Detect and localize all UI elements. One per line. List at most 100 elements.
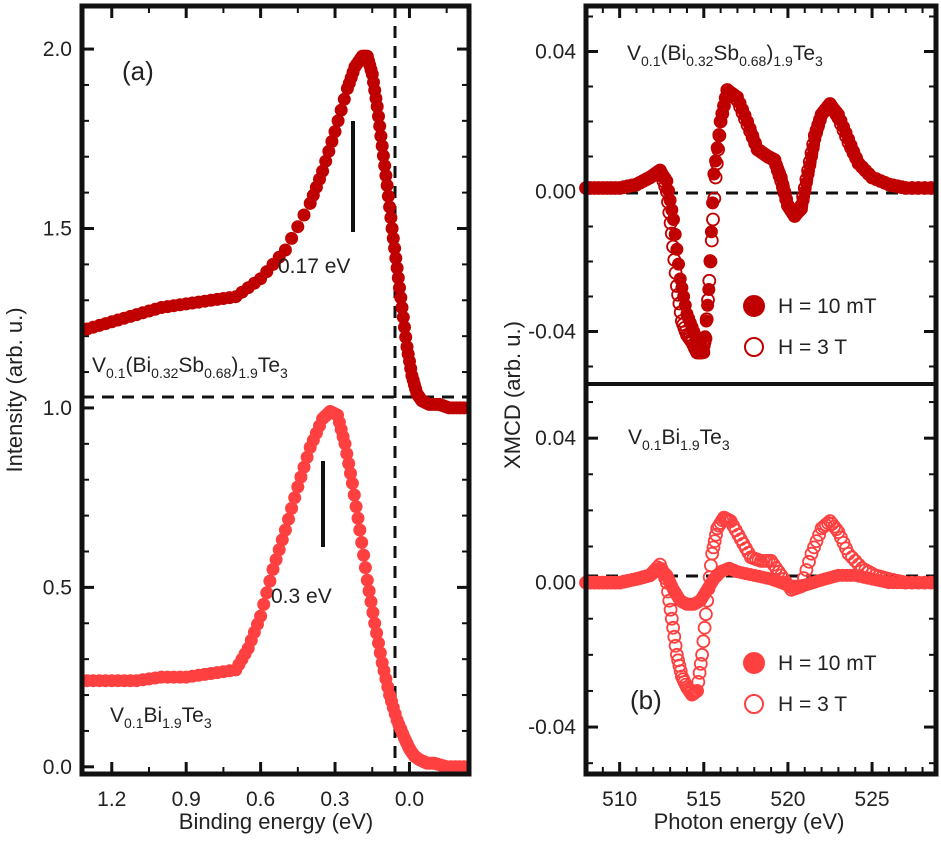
data-point bbox=[254, 609, 268, 623]
data-point bbox=[661, 584, 675, 599]
data-point bbox=[338, 437, 352, 451]
data-point bbox=[663, 216, 678, 230]
formula-part: V bbox=[92, 354, 106, 377]
data-point bbox=[388, 241, 402, 255]
data-point bbox=[288, 491, 302, 505]
data-point bbox=[799, 172, 814, 187]
panel-b-y-tick-label: 0.00 bbox=[535, 572, 576, 595]
data-point bbox=[659, 575, 674, 590]
data-point bbox=[697, 620, 712, 635]
formula-sub: 3 bbox=[815, 53, 823, 69]
data-point bbox=[699, 607, 713, 622]
data-point bbox=[738, 112, 752, 126]
data-point bbox=[706, 540, 721, 555]
data-point bbox=[297, 208, 311, 222]
data-point bbox=[325, 135, 339, 148]
formula-sub: 1.9 bbox=[162, 715, 182, 731]
data-point bbox=[668, 227, 682, 241]
panel-a-frame bbox=[79, 3, 472, 777]
data-point bbox=[395, 301, 409, 314]
panel-b-y-tick-label: -0.04 bbox=[528, 716, 576, 739]
panel-b-y-tick-label: 0.00 bbox=[535, 181, 576, 204]
data-point bbox=[711, 142, 725, 157]
data-point bbox=[692, 666, 707, 680]
data-point bbox=[839, 129, 853, 144]
formula-sub: 3 bbox=[204, 715, 212, 731]
panel-a-x-tick-label: 0.3 bbox=[320, 788, 349, 811]
legend-bottom-label-3t: H = 3 T bbox=[778, 693, 847, 716]
data-point bbox=[263, 574, 277, 588]
data-point bbox=[608, 181, 623, 195]
data-point bbox=[796, 189, 810, 204]
data-point bbox=[712, 128, 727, 143]
formula-part: Te bbox=[258, 354, 280, 377]
data-point bbox=[386, 231, 400, 245]
data-point bbox=[384, 211, 398, 225]
formula-sub: 0.32 bbox=[686, 53, 713, 69]
data-point bbox=[671, 287, 685, 302]
data-point bbox=[360, 573, 374, 587]
formula-a-bi: V0.1Bi1.9Te3 bbox=[110, 704, 212, 731]
data-point bbox=[366, 606, 380, 619]
panel-b-y-tick-label: 0.04 bbox=[535, 41, 576, 64]
panel-b-x-tick-label: 525 bbox=[855, 788, 890, 811]
data-point bbox=[802, 554, 816, 569]
data-point bbox=[733, 99, 747, 114]
data-point bbox=[670, 279, 684, 293]
data-point bbox=[608, 575, 623, 590]
data-point bbox=[379, 169, 393, 183]
series-b1-1 bbox=[579, 510, 938, 702]
data-point bbox=[269, 553, 283, 567]
legend-bottom: H = 10 mT H = 3 T bbox=[743, 652, 877, 716]
data-point bbox=[357, 548, 371, 562]
data-point bbox=[705, 546, 720, 561]
formula-part: V bbox=[110, 704, 124, 727]
data-point bbox=[812, 527, 826, 542]
formula-sub: 0.1 bbox=[124, 715, 144, 731]
formula-part: Bi bbox=[661, 426, 680, 449]
panel-a-y-tick-label: 0.5 bbox=[43, 576, 72, 599]
data-point bbox=[804, 546, 819, 561]
data-point bbox=[257, 597, 271, 611]
data-point bbox=[398, 320, 411, 334]
formula-a-sb: V0.1(Bi0.32Sb0.68)1.9Te3 bbox=[92, 354, 288, 381]
series-b0-0 bbox=[579, 83, 938, 359]
panel-b-x-tick-label: 515 bbox=[686, 788, 721, 811]
formula-sub: 0.1 bbox=[106, 365, 126, 381]
data-point bbox=[661, 195, 675, 209]
data-point bbox=[285, 231, 299, 245]
data-point bbox=[666, 239, 680, 254]
panel-a-y-tick-label: 2.0 bbox=[43, 38, 72, 61]
annotation-03-ev: 0.3 eV bbox=[271, 585, 332, 608]
data-point bbox=[664, 226, 679, 241]
data-point bbox=[696, 634, 711, 649]
data-point bbox=[370, 626, 384, 640]
data-point bbox=[278, 243, 292, 257]
data-point bbox=[342, 457, 356, 471]
data-point bbox=[664, 611, 679, 626]
data-point bbox=[797, 181, 812, 195]
data-point bbox=[743, 124, 757, 139]
data-point bbox=[717, 98, 731, 113]
data-point bbox=[345, 476, 359, 490]
formula-sub: 1.9 bbox=[773, 53, 793, 69]
panel-a-x-tick-label: 0.0 bbox=[395, 788, 424, 811]
data-point bbox=[698, 331, 713, 346]
formula-sub: 3 bbox=[280, 365, 288, 381]
data-point bbox=[701, 293, 715, 307]
panel-b-frame bbox=[583, 3, 939, 777]
formula-part: V bbox=[627, 42, 641, 65]
data-point bbox=[779, 192, 794, 207]
panel-b-y-tick-label: -0.04 bbox=[528, 321, 576, 344]
legend-bottom-marker-open bbox=[744, 694, 764, 714]
data-point bbox=[396, 310, 410, 324]
legend-top-label-10mt: H = 10 mT bbox=[778, 295, 877, 318]
data-point bbox=[774, 174, 789, 188]
data-point bbox=[373, 646, 387, 660]
data-point bbox=[353, 523, 367, 537]
data-point bbox=[802, 154, 817, 169]
formula-part: Te bbox=[182, 704, 204, 727]
data-point bbox=[668, 265, 683, 280]
data-point bbox=[358, 561, 372, 575]
data-point bbox=[659, 184, 674, 199]
